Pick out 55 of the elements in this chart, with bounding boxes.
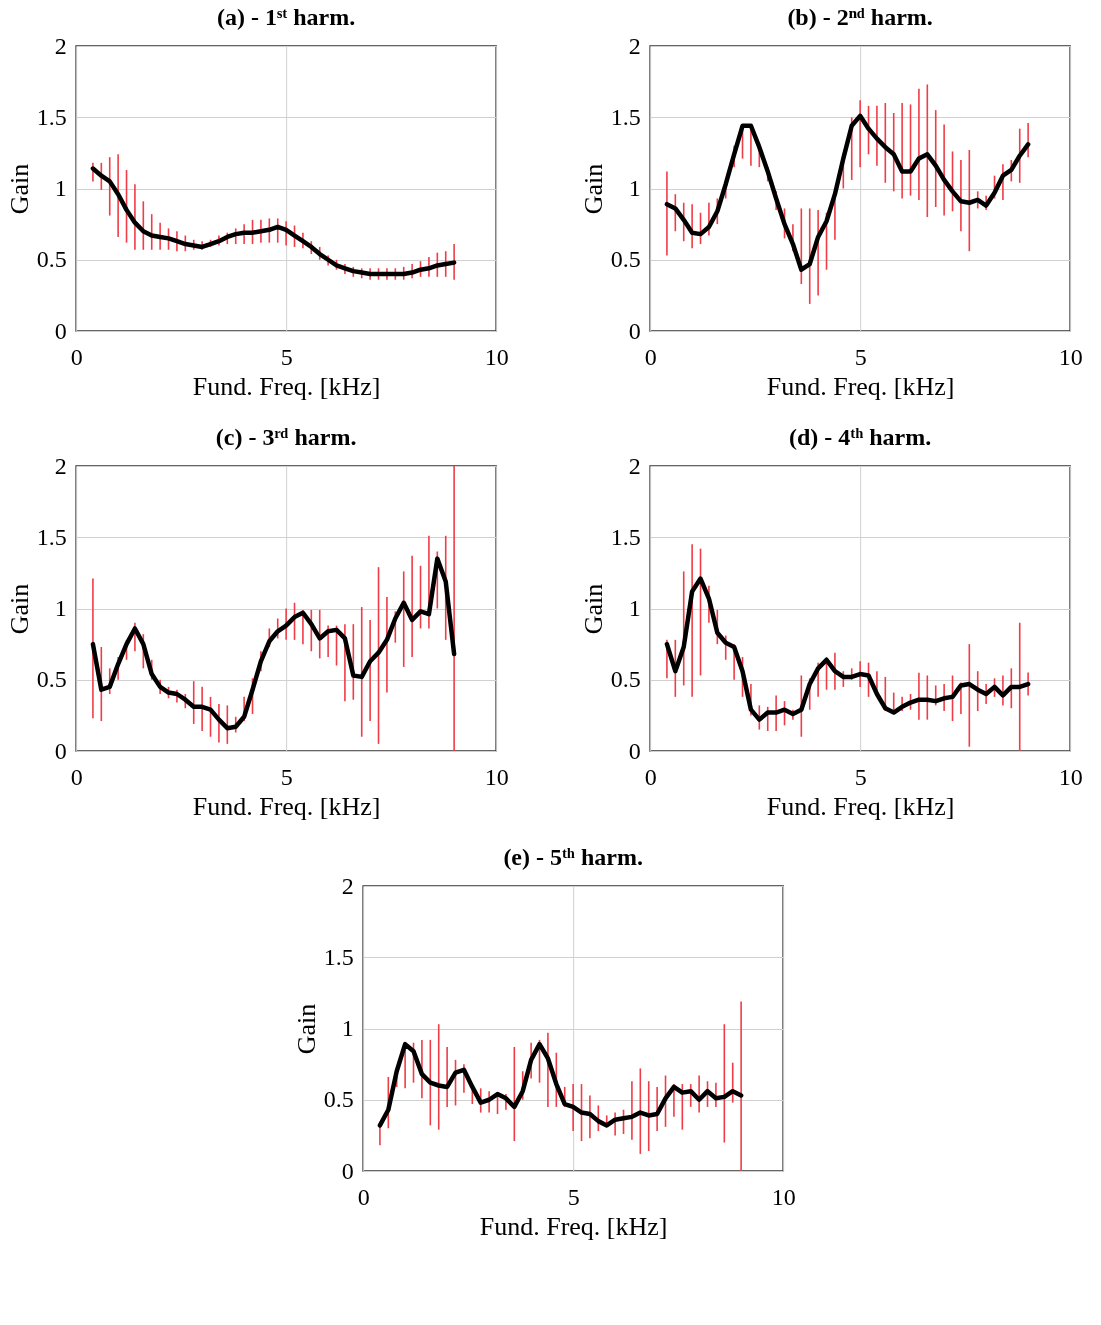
y-tick-label: 0 — [54, 317, 67, 344]
chart-title: (c) - 3ʳᵈ harm. — [215, 424, 357, 450]
line-series — [664, 113, 1031, 272]
x-tick-label: 5 — [567, 1183, 580, 1210]
x-axis-title: Fund. Freq. [kHz] — [479, 1211, 668, 1241]
chart-title: (b) - 2ⁿᵈ harm. — [787, 4, 933, 30]
y-tick-label: 2 — [54, 452, 67, 479]
y-tick-label: 1.5 — [323, 943, 354, 970]
y-tick-label: 1 — [628, 175, 641, 201]
y-tick-label: 0.5 — [610, 246, 641, 273]
line-series — [90, 556, 457, 731]
y-tick-label: 0 — [54, 737, 67, 764]
y-axis-title: Gain — [4, 583, 34, 635]
y-tick-label: 0.5 — [323, 1086, 354, 1113]
x-tick-label: 5 — [280, 763, 293, 790]
x-axis-title: Fund. Freq. [kHz] — [192, 371, 381, 401]
y-tick-label: 0 — [341, 1157, 354, 1184]
y-axis-title: Gain — [4, 163, 34, 215]
y-tick-label: 0.5 — [36, 666, 67, 693]
line-series — [377, 1041, 744, 1128]
y-tick-label: 0.5 — [36, 246, 67, 273]
y-tick-label: 1.5 — [610, 523, 641, 550]
x-tick-label: 10 — [1058, 343, 1083, 370]
chart-title: (a) - 1ˢᵗ harm. — [216, 4, 356, 30]
y-tick-label: 2 — [341, 872, 354, 899]
y-axis-title: Gain — [578, 163, 608, 215]
line-series — [664, 576, 1031, 722]
y-tick-label: 1.5 — [610, 103, 641, 130]
line-series — [90, 166, 457, 277]
y-tick-label: 2 — [628, 32, 641, 59]
x-tick-label: 10 — [1058, 763, 1083, 790]
chart-title: (d) - 4ᵗʰ harm. — [789, 424, 932, 450]
y-tick-label: 1.5 — [36, 523, 67, 550]
y-tick-label: 1 — [54, 595, 67, 621]
x-tick-label: 10 — [484, 343, 509, 370]
chart-title: (e) - 5ᵗʰ harm. — [503, 844, 643, 870]
y-tick-label: 1 — [628, 595, 641, 621]
y-tick-label: 2 — [628, 452, 641, 479]
y-tick-label: 0 — [628, 317, 641, 344]
y-tick-label: 0 — [628, 737, 641, 764]
x-tick-label: 10 — [771, 1183, 796, 1210]
x-tick-label: 5 — [280, 343, 293, 370]
y-tick-label: 2 — [54, 32, 67, 59]
x-axis-title: Fund. Freq. [kHz] — [766, 791, 955, 821]
y-axis-title: Gain — [578, 583, 608, 635]
x-axis-title: Fund. Freq. [kHz] — [766, 371, 955, 401]
y-axis-title: Gain — [291, 1003, 321, 1055]
y-tick-label: 0.5 — [610, 666, 641, 693]
y-tick-label: 1.5 — [36, 103, 67, 130]
y-tick-label: 1 — [341, 1015, 354, 1041]
y-tick-label: 1 — [54, 175, 67, 201]
x-tick-label: 5 — [854, 343, 867, 370]
x-tick-label: 5 — [854, 763, 867, 790]
x-tick-label: 10 — [484, 763, 509, 790]
x-axis-title: Fund. Freq. [kHz] — [192, 791, 381, 821]
